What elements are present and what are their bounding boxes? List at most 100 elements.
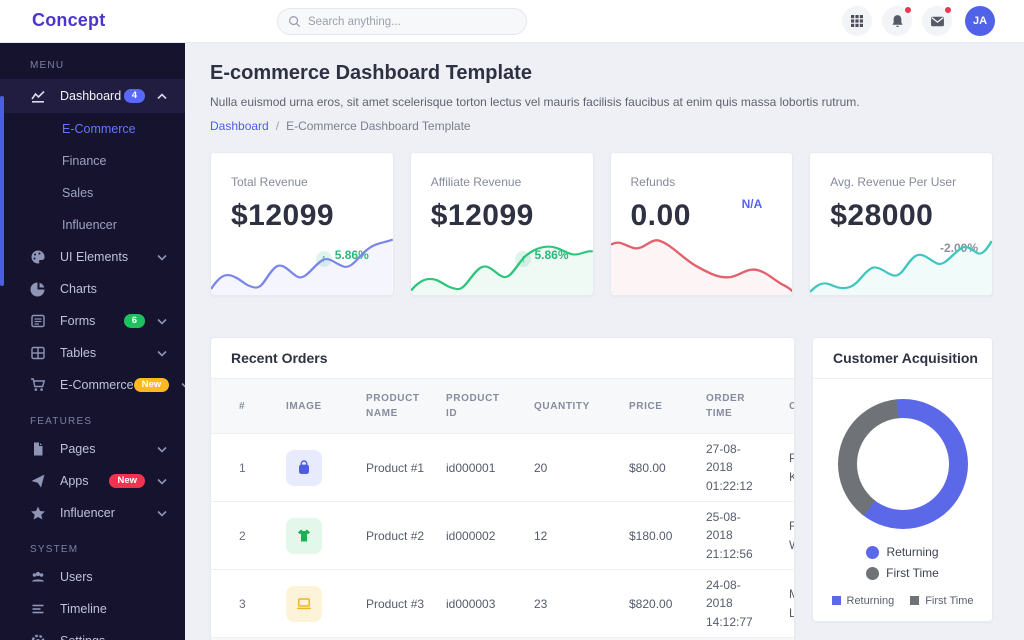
laptop-icon xyxy=(297,597,311,609)
metric-label: Total Revenue xyxy=(231,175,308,189)
metric-value: 0.00 xyxy=(630,199,691,232)
sidebar-item-users[interactable]: Users xyxy=(0,561,185,593)
search-input[interactable] xyxy=(308,15,516,28)
apps-grid-button[interactable] xyxy=(842,6,872,36)
legend-toggle-first-time[interactable]: First Time xyxy=(910,595,973,607)
recent-orders-title: Recent Orders xyxy=(211,338,794,379)
sidebar-item-ecommerce[interactable]: E-Commerce New xyxy=(0,369,185,401)
first-time-dot-icon xyxy=(866,566,880,580)
metric-delta: N/A xyxy=(741,197,763,211)
sparkline-chart xyxy=(211,238,393,295)
customer-acquisition-title: Customer Acquisition xyxy=(813,338,992,379)
envelope-icon xyxy=(930,16,944,26)
sidebar-item-influencer[interactable]: Influencer xyxy=(0,497,185,529)
page-title: E-commerce Dashboard Template xyxy=(210,62,532,84)
sparkline-chart xyxy=(410,245,593,295)
metric-delta: -2.00% xyxy=(939,241,978,255)
orders-table-header: # IMAGE PRODUCT NAME PRODUCT ID QUANTITY… xyxy=(211,379,794,433)
ecommerce-new-badge: New xyxy=(133,377,170,393)
returning-dot-icon xyxy=(866,545,880,559)
breadcrumb-current: E-Commerce Dashboard Template xyxy=(286,119,471,133)
message-dot xyxy=(945,7,951,13)
sidebar-item-ui-elements[interactable]: UI Elements xyxy=(0,241,185,273)
acquisition-donut xyxy=(837,399,968,529)
sidebar-section-features: FEATURES xyxy=(30,416,93,427)
legend-toggle-returning[interactable]: Returning xyxy=(831,595,894,607)
sidebar-item-timeline[interactable]: Timeline xyxy=(0,593,185,625)
sidebar-item-settings[interactable]: Settings xyxy=(0,625,185,640)
table-row[interactable]: 2 Product #2 id000002 12 $180.00 25-08- … xyxy=(211,501,794,569)
sidebar-item-charts[interactable]: Charts xyxy=(0,273,185,305)
customer-acquisition-card: Customer Acquisition Returning First Tim… xyxy=(812,337,993,622)
chevron-up-icon xyxy=(157,92,167,100)
cart-icon xyxy=(30,377,46,393)
users-icon xyxy=(30,569,46,585)
palette-icon xyxy=(30,249,46,265)
donut-legend: Returning First Time xyxy=(813,545,992,580)
star-icon xyxy=(30,505,46,521)
sidebar-item-sales[interactable]: Sales xyxy=(62,186,94,200)
sidebar: MENU Dashboard 4 E-Commerce Finance Sale… xyxy=(0,43,185,640)
notification-dot xyxy=(905,7,911,13)
product-image xyxy=(286,585,322,622)
legend-first-time: First Time xyxy=(866,566,939,580)
forms-count-badge: 6 xyxy=(123,313,145,329)
metric-card-affiliate-revenue: Affiliate Revenue $12099 ↑ 5.86% xyxy=(409,152,594,296)
product-image xyxy=(286,517,322,554)
recent-orders-card: Recent Orders # IMAGE PRODUCT NAME PRODU… xyxy=(210,337,795,640)
page-subtitle: Nulla euismod urna eros, sit amet sceler… xyxy=(210,95,860,109)
user-avatar[interactable]: JA xyxy=(965,6,995,36)
first-time-square-icon xyxy=(910,596,920,605)
form-icon xyxy=(30,313,46,329)
sidebar-item-dashboard[interactable]: Dashboard 4 xyxy=(0,79,185,113)
messages-button[interactable] xyxy=(922,6,952,36)
metric-value: $28000 xyxy=(830,199,934,232)
app-logo[interactable]: Concept xyxy=(32,10,106,30)
sidebar-section-menu: MENU xyxy=(30,60,65,71)
metric-label: Affiliate Revenue xyxy=(430,175,522,189)
sidebar-item-forms[interactable]: Forms 6 xyxy=(0,305,185,337)
legend-returning: Returning xyxy=(866,545,939,559)
search-icon xyxy=(289,16,301,28)
breadcrumb-dashboard-link[interactable]: Dashboard xyxy=(210,119,269,133)
table-row[interactable]: 1 Product #1 id000001 20 $80.00 27-08- 2… xyxy=(211,433,794,501)
metric-card-avg-revenue: Avg. Revenue Per User $28000 -2.00% xyxy=(809,152,993,296)
chevron-down-icon xyxy=(157,254,167,261)
metric-label: Avg. Revenue Per User xyxy=(830,175,957,189)
tshirt-icon xyxy=(298,529,310,541)
sidebar-item-label: Dashboard xyxy=(60,89,122,103)
sparkline-chart xyxy=(610,239,793,295)
table-icon xyxy=(30,345,46,361)
table-row[interactable]: 3 Product #3 id000003 23 $820.00 24-08- … xyxy=(211,569,794,637)
file-icon xyxy=(30,441,46,457)
breadcrumb: Dashboard / E-Commerce Dashboard Template xyxy=(210,119,471,133)
metric-card-refunds: Refunds 0.00 N/A xyxy=(609,152,794,296)
sidebar-scrollbar[interactable] xyxy=(0,96,4,286)
notifications-button[interactable] xyxy=(882,6,912,36)
sidebar-item-apps[interactable]: Apps New xyxy=(0,465,185,497)
bag-icon xyxy=(299,459,309,474)
sidebar-item-pages[interactable]: Pages xyxy=(0,433,185,465)
metric-label: Refunds xyxy=(630,175,676,189)
sidebar-item-influencer-sub[interactable]: Influencer xyxy=(62,218,117,232)
product-image xyxy=(286,449,322,486)
dashboard-count-badge: 4 xyxy=(123,88,145,104)
sidebar-section-system: SYSTEM xyxy=(30,544,79,555)
metric-card-total-revenue: Total Revenue $12099 ↑ 5.86% xyxy=(210,152,394,296)
search-bar[interactable] xyxy=(277,8,527,35)
chevron-down-icon xyxy=(157,510,167,517)
metric-value: $12099 xyxy=(231,199,335,232)
table-next-row-partial xyxy=(211,637,794,640)
metric-cards-row: Total Revenue $12099 ↑ 5.86% Affiliate Re… xyxy=(210,152,993,296)
timeline-icon xyxy=(30,601,46,617)
sidebar-item-tables[interactable]: Tables xyxy=(0,337,185,369)
sidebar-item-ecommerce-sub[interactable]: E-Commerce xyxy=(62,122,136,136)
chevron-down-icon xyxy=(157,446,167,453)
grid-icon xyxy=(851,15,863,27)
sidebar-item-finance[interactable]: Finance xyxy=(62,154,107,168)
bell-icon xyxy=(891,14,903,27)
chevron-down-icon xyxy=(181,382,185,389)
topbar: Concept JA xyxy=(0,0,1024,43)
metric-value: $12099 xyxy=(430,199,534,232)
main-content: E-commerce Dashboard Template Nulla euis… xyxy=(185,43,1024,640)
